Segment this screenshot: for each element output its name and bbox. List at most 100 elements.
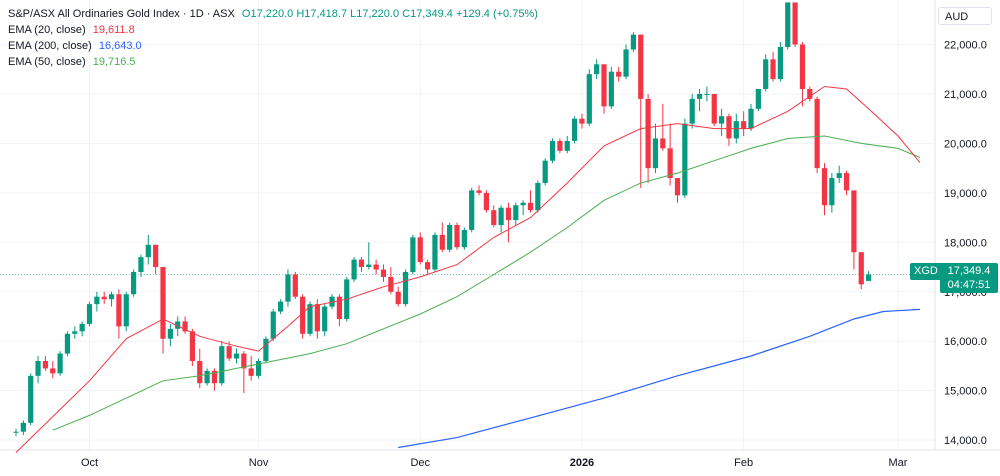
ema20-line	[15, 85, 921, 453]
candle	[439, 222, 445, 253]
y-tick-label: 21,000.0	[944, 89, 987, 101]
candle	[94, 291, 100, 312]
candle	[535, 180, 541, 213]
candle	[300, 294, 306, 339]
x-tick-label: Oct	[81, 457, 98, 469]
candle	[469, 187, 475, 233]
candle	[116, 289, 122, 339]
candle	[255, 358, 262, 379]
ohlc-values: O17,220.0 H17,418.7 L17,220.0 C17,349.4 …	[241, 8, 538, 20]
candle	[674, 178, 681, 203]
candle	[866, 271, 872, 281]
candle	[454, 222, 460, 250]
candle	[278, 299, 284, 315]
candle	[667, 123, 673, 186]
candle	[101, 291, 107, 305]
x-tick-label: 2026	[570, 457, 594, 469]
candle	[160, 267, 166, 354]
currency-selector[interactable]: AUD	[938, 7, 992, 25]
candle	[153, 244, 159, 275]
candle	[233, 348, 240, 364]
candle	[660, 103, 666, 151]
candle	[64, 331, 71, 357]
candle	[42, 356, 48, 371]
candle	[86, 301, 93, 327]
legend-ema200-row[interactable]: EMA (200, close) 16,643.0	[8, 38, 538, 54]
candle	[425, 259, 431, 275]
y-tick-label: 15,000.0	[944, 386, 987, 398]
legend-ema50-row[interactable]: EMA (50, close) 19,716.5	[8, 54, 538, 70]
candle	[520, 200, 526, 216]
bar-countdown: 04:47:51	[947, 279, 991, 291]
ema50-value: 19,716.5	[92, 56, 136, 68]
candle	[748, 103, 754, 132]
ema50-label: EMA (50, close)	[8, 56, 86, 68]
chart-legend: S&P/ASX All Ordinaries Gold Index · 1D ·…	[8, 6, 538, 70]
candle	[785, 2, 791, 50]
candle	[138, 254, 144, 277]
candle	[638, 34, 644, 188]
price-axis[interactable]: 14,000.015,000.016,000.017,000.018,000.0…	[944, 40, 987, 448]
candle	[616, 66, 622, 82]
candle	[505, 202, 512, 243]
candle	[601, 64, 607, 114]
symbol-title[interactable]: S&P/ASX All Ordinaries Gold Index · 1D ·…	[8, 8, 235, 20]
candle	[322, 304, 328, 337]
candle	[755, 89, 761, 112]
candle	[645, 93, 651, 183]
candle	[123, 291, 129, 332]
candle	[285, 269, 291, 307]
candle	[35, 356, 41, 384]
candle	[763, 54, 769, 92]
candle	[292, 271, 298, 300]
grid-lines	[0, 0, 935, 450]
candle	[770, 51, 776, 82]
candle	[351, 257, 357, 282]
candle	[498, 205, 504, 233]
candle	[829, 173, 835, 213]
candle	[145, 234, 151, 265]
candle	[594, 59, 600, 80]
candle	[380, 264, 387, 282]
candle	[28, 373, 34, 426]
candle	[513, 202, 519, 225]
candle	[527, 190, 534, 213]
y-tick-label: 19,000.0	[944, 188, 987, 200]
candle	[402, 269, 409, 307]
candle	[182, 316, 188, 334]
candle	[821, 163, 828, 216]
candle	[814, 96, 820, 174]
candle	[777, 42, 783, 82]
ema200-line	[398, 308, 921, 449]
candle	[395, 286, 401, 307]
candle	[270, 309, 276, 342]
y-tick-label: 22,000.0	[944, 40, 987, 52]
legend-symbol-row[interactable]: S&P/ASX All Ordinaries Gold Index · 1D ·…	[8, 6, 538, 22]
candle	[557, 138, 563, 154]
candle	[792, 2, 798, 47]
candle	[608, 66, 614, 109]
candle	[652, 123, 659, 174]
candle	[211, 368, 218, 391]
candle	[57, 351, 63, 376]
time-axis[interactable]: Oct Nov Dec 2026 Feb Mar	[81, 457, 908, 469]
candle	[241, 351, 247, 394]
candle	[711, 93, 717, 127]
y-tick-label: 20,000.0	[944, 138, 987, 150]
candle	[726, 113, 732, 146]
candle	[417, 232, 423, 265]
candle	[572, 116, 578, 144]
candle	[50, 360, 56, 379]
candle	[219, 341, 225, 386]
candle	[807, 86, 813, 102]
candle	[689, 93, 695, 129]
candle	[623, 44, 629, 80]
candle	[314, 299, 320, 339]
legend-ema20-row[interactable]: EMA (20, close) 19,611.8	[8, 22, 538, 38]
candle	[836, 165, 842, 183]
candle	[586, 69, 592, 127]
candle	[542, 158, 548, 186]
y-tick-label: 14,000.0	[944, 435, 987, 447]
candle	[20, 420, 26, 436]
